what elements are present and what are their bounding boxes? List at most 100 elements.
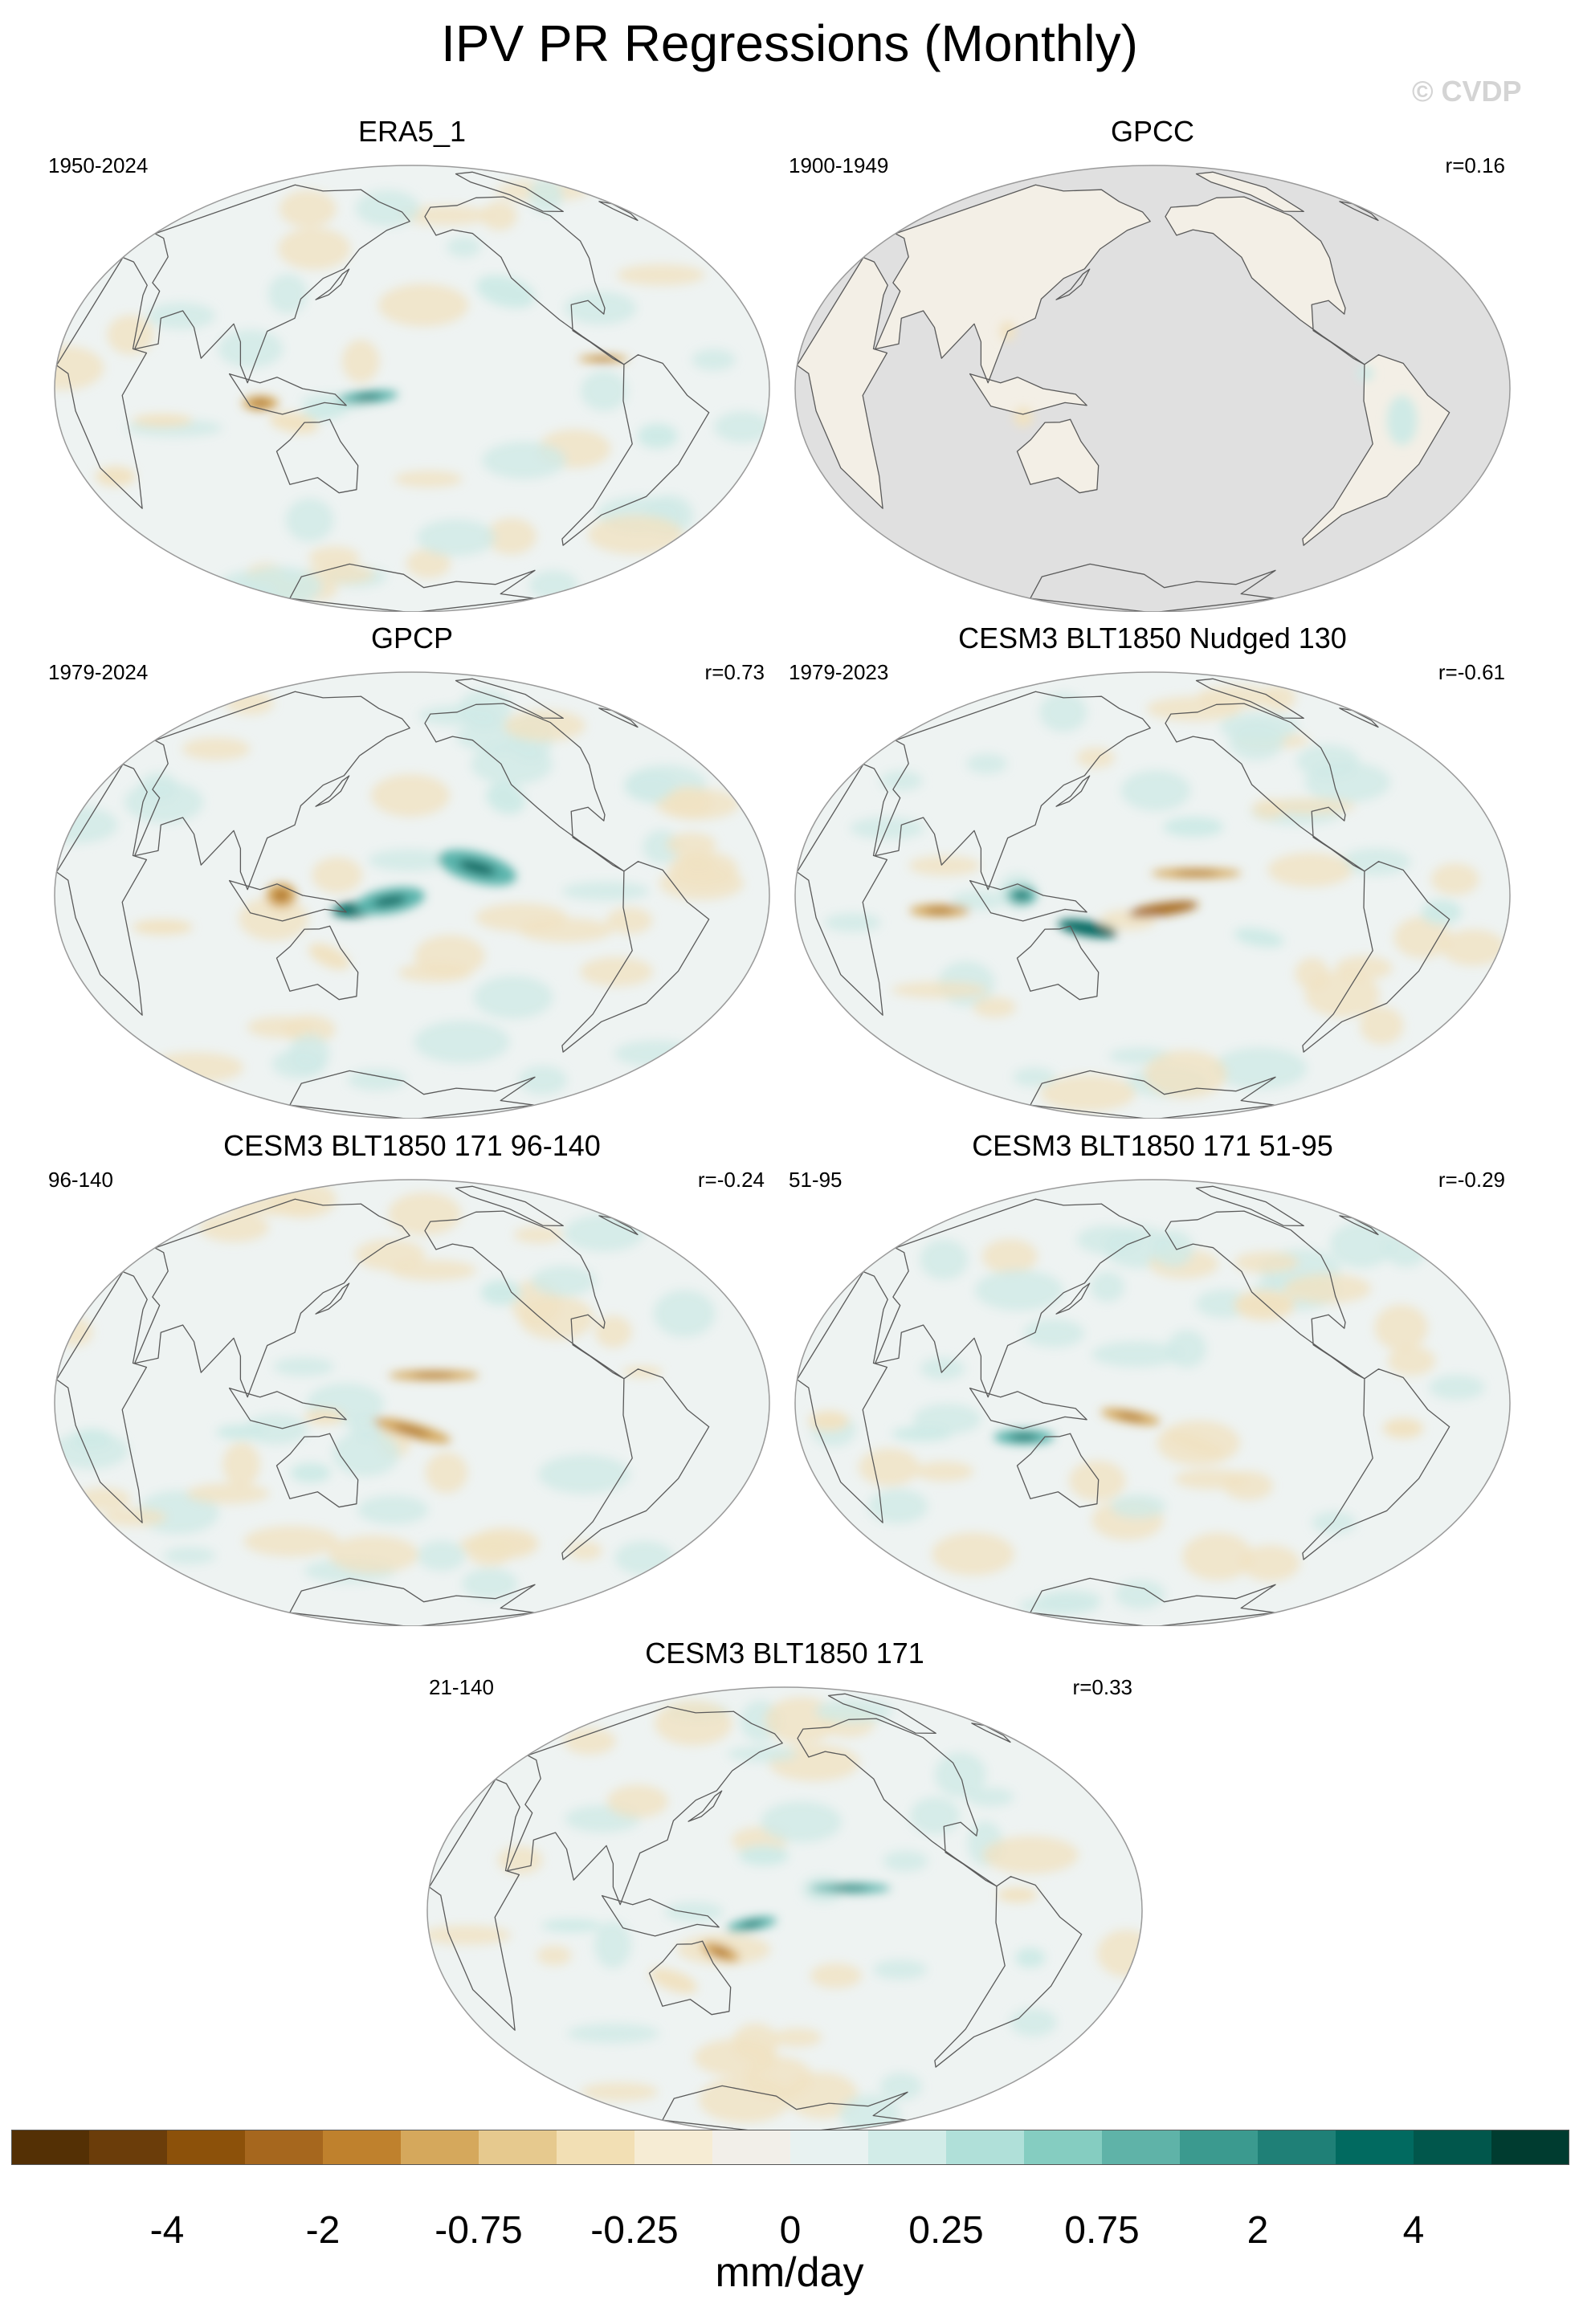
coastline [598,201,639,222]
anomaly-patch [285,498,334,542]
anomaly-patch [563,1727,616,1755]
map-background [55,1180,769,1626]
coastline [55,1270,148,1523]
anomaly-patch [814,1699,893,1723]
anomaly-patch [390,1259,476,1281]
anomaly-patch [698,2076,791,2123]
wet-anomaly [216,1425,267,1440]
dry-anomaly [649,1967,698,1994]
anomaly-patch [328,1535,419,1573]
land-area [875,185,1151,383]
dry-anomaly [808,1410,849,1431]
anomaly-patch [966,753,1008,774]
watermark-label: © CVDP [1412,75,1522,108]
anomaly-patch [1441,929,1506,966]
coastline [455,171,564,213]
coastline [1030,563,1276,612]
anomaly-patch [1387,1346,1436,1376]
anomaly-patch [561,881,650,901]
colorbar-tick-label: 2 [1246,2209,1269,2252]
wet-anomaly [290,1462,331,1483]
wet-anomaly [1014,1947,1046,1968]
coastline [1339,707,1379,728]
coastline [275,1433,359,1508]
anomaly-patch [624,771,678,802]
wet-anomaly [476,275,536,308]
wet-anomaly [1234,928,1284,948]
anomaly-patch [1039,692,1087,732]
anomaly-patch [594,1315,632,1348]
coastline [134,184,410,384]
anomaly-patch [1234,1251,1300,1274]
coastline [687,1790,723,1822]
regression-map [54,165,770,612]
coastline [1016,418,1100,494]
colorbar-swatch [712,2130,791,2165]
anomaly-patch [378,283,469,327]
coastline [875,691,1151,891]
anomaly-patch [1329,1221,1394,1268]
colorbar-swatch [1491,2130,1569,2165]
wet-anomaly [486,782,526,814]
dry-anomaly-core [1146,905,1181,913]
colorbar-tick-label: -0.25 [590,2209,679,2252]
coastline [1016,925,1100,1001]
map-outline [794,1179,1511,1626]
anomaly-patch [482,442,566,479]
period-label: 1950-2024 [48,153,149,177]
coastline [797,1718,998,1887]
anomaly-patch [1144,1050,1227,1099]
anomaly-patch [388,1192,462,1236]
anomaly-patch [908,855,981,876]
anomaly-patch [1374,1304,1428,1351]
dry-anomaly-core [1116,1413,1145,1421]
wet-anomaly-core [1073,924,1102,933]
anomaly-patch [982,1836,1079,1874]
map-panel-cesm3-nudged: CESM3 BLT1850 Nudged 130 1979-2023 r=-0.… [789,621,1516,1127]
coastline [424,1210,625,1380]
colorbar-tick-label: 0.25 [908,2209,984,2252]
map-outline [426,1686,1143,2134]
dry-anomaly [95,466,136,487]
coastline [134,1198,410,1398]
coastline [1195,171,1304,213]
coastline [598,707,639,728]
wet-anomaly-core [458,860,496,875]
anomaly-patch [103,1507,167,1527]
coastline [827,1693,936,1735]
anomaly-patch [473,976,553,1019]
wet-anomaly [71,1429,112,1449]
anomaly-patch [398,963,472,983]
anomaly-patch [247,1016,315,1038]
wet-anomaly [1386,395,1418,446]
anomaly-patch [859,1448,920,1486]
anomaly-patch [920,1239,969,1280]
anomaly-patch [1120,770,1191,811]
coastline [598,1215,639,1236]
anomaly-patch [302,564,375,585]
coastline [875,1198,1151,1398]
anomaly-patch [567,1541,602,1560]
period-label: 21-140 [429,1675,494,1699]
colorbar-swatch [401,2130,479,2165]
anomaly-patch [667,832,716,857]
anomaly-patch [394,471,463,488]
anomaly-patch [1312,1511,1357,1535]
coastline [455,1185,564,1227]
anomaly-patch [471,743,553,785]
anomaly-patch [1240,1545,1300,1581]
map-background [427,1687,1142,2134]
colorbar-swatch [1102,2130,1181,2165]
anomaly-patch [914,1461,974,1482]
wet-anomaly-core [353,393,383,400]
coastline [507,1706,783,1906]
anomaly-patch [1153,1229,1193,1268]
map-outline [794,165,1511,612]
map-outline [54,671,770,1119]
correlation-label: r=0.16 [1445,153,1505,177]
dry-anomaly [1383,1418,1424,1439]
anomaly-patch [1182,1532,1253,1580]
coastline [1030,1070,1276,1119]
anomaly-patch [355,190,420,227]
coastline [1165,1210,1365,1380]
